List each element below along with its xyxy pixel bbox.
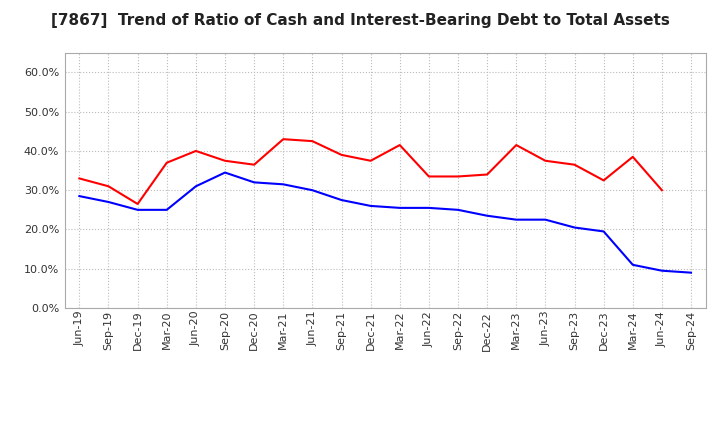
Cash <box>250 162 258 167</box>
Interest-Bearing Debt <box>512 217 521 222</box>
Interest-Bearing Debt <box>570 225 579 230</box>
Interest-Bearing Debt <box>657 268 666 273</box>
Interest-Bearing Debt <box>366 203 375 209</box>
Interest-Bearing Debt <box>454 207 462 213</box>
Cash <box>337 152 346 158</box>
Cash <box>629 154 637 159</box>
Cash <box>75 176 84 181</box>
Interest-Bearing Debt <box>192 183 200 189</box>
Cash <box>308 139 317 144</box>
Cash <box>454 174 462 179</box>
Cash <box>104 183 113 189</box>
Interest-Bearing Debt <box>395 205 404 210</box>
Interest-Bearing Debt <box>308 187 317 193</box>
Cash <box>366 158 375 163</box>
Cash <box>425 174 433 179</box>
Text: [7867]  Trend of Ratio of Cash and Interest-Bearing Debt to Total Assets: [7867] Trend of Ratio of Cash and Intere… <box>50 13 670 28</box>
Cash <box>483 172 492 177</box>
Cash <box>541 158 550 163</box>
Interest-Bearing Debt <box>541 217 550 222</box>
Interest-Bearing Debt <box>104 199 113 205</box>
Interest-Bearing Debt <box>687 270 696 275</box>
Cash <box>279 136 287 142</box>
Interest-Bearing Debt <box>337 198 346 203</box>
Cash <box>163 160 171 165</box>
Interest-Bearing Debt <box>425 205 433 210</box>
Interest-Bearing Debt <box>250 180 258 185</box>
Interest-Bearing Debt <box>629 262 637 268</box>
Line: Cash: Cash <box>79 139 662 204</box>
Cash <box>512 143 521 148</box>
Cash <box>192 148 200 154</box>
Interest-Bearing Debt <box>75 194 84 199</box>
Cash <box>133 202 142 207</box>
Interest-Bearing Debt <box>599 229 608 234</box>
Line: Interest-Bearing Debt: Interest-Bearing Debt <box>79 172 691 273</box>
Cash <box>599 178 608 183</box>
Interest-Bearing Debt <box>133 207 142 213</box>
Interest-Bearing Debt <box>220 170 229 175</box>
Interest-Bearing Debt <box>279 182 287 187</box>
Interest-Bearing Debt <box>163 207 171 213</box>
Interest-Bearing Debt <box>483 213 492 218</box>
Cash <box>657 187 666 193</box>
Cash <box>570 162 579 167</box>
Cash <box>395 143 404 148</box>
Cash <box>220 158 229 163</box>
